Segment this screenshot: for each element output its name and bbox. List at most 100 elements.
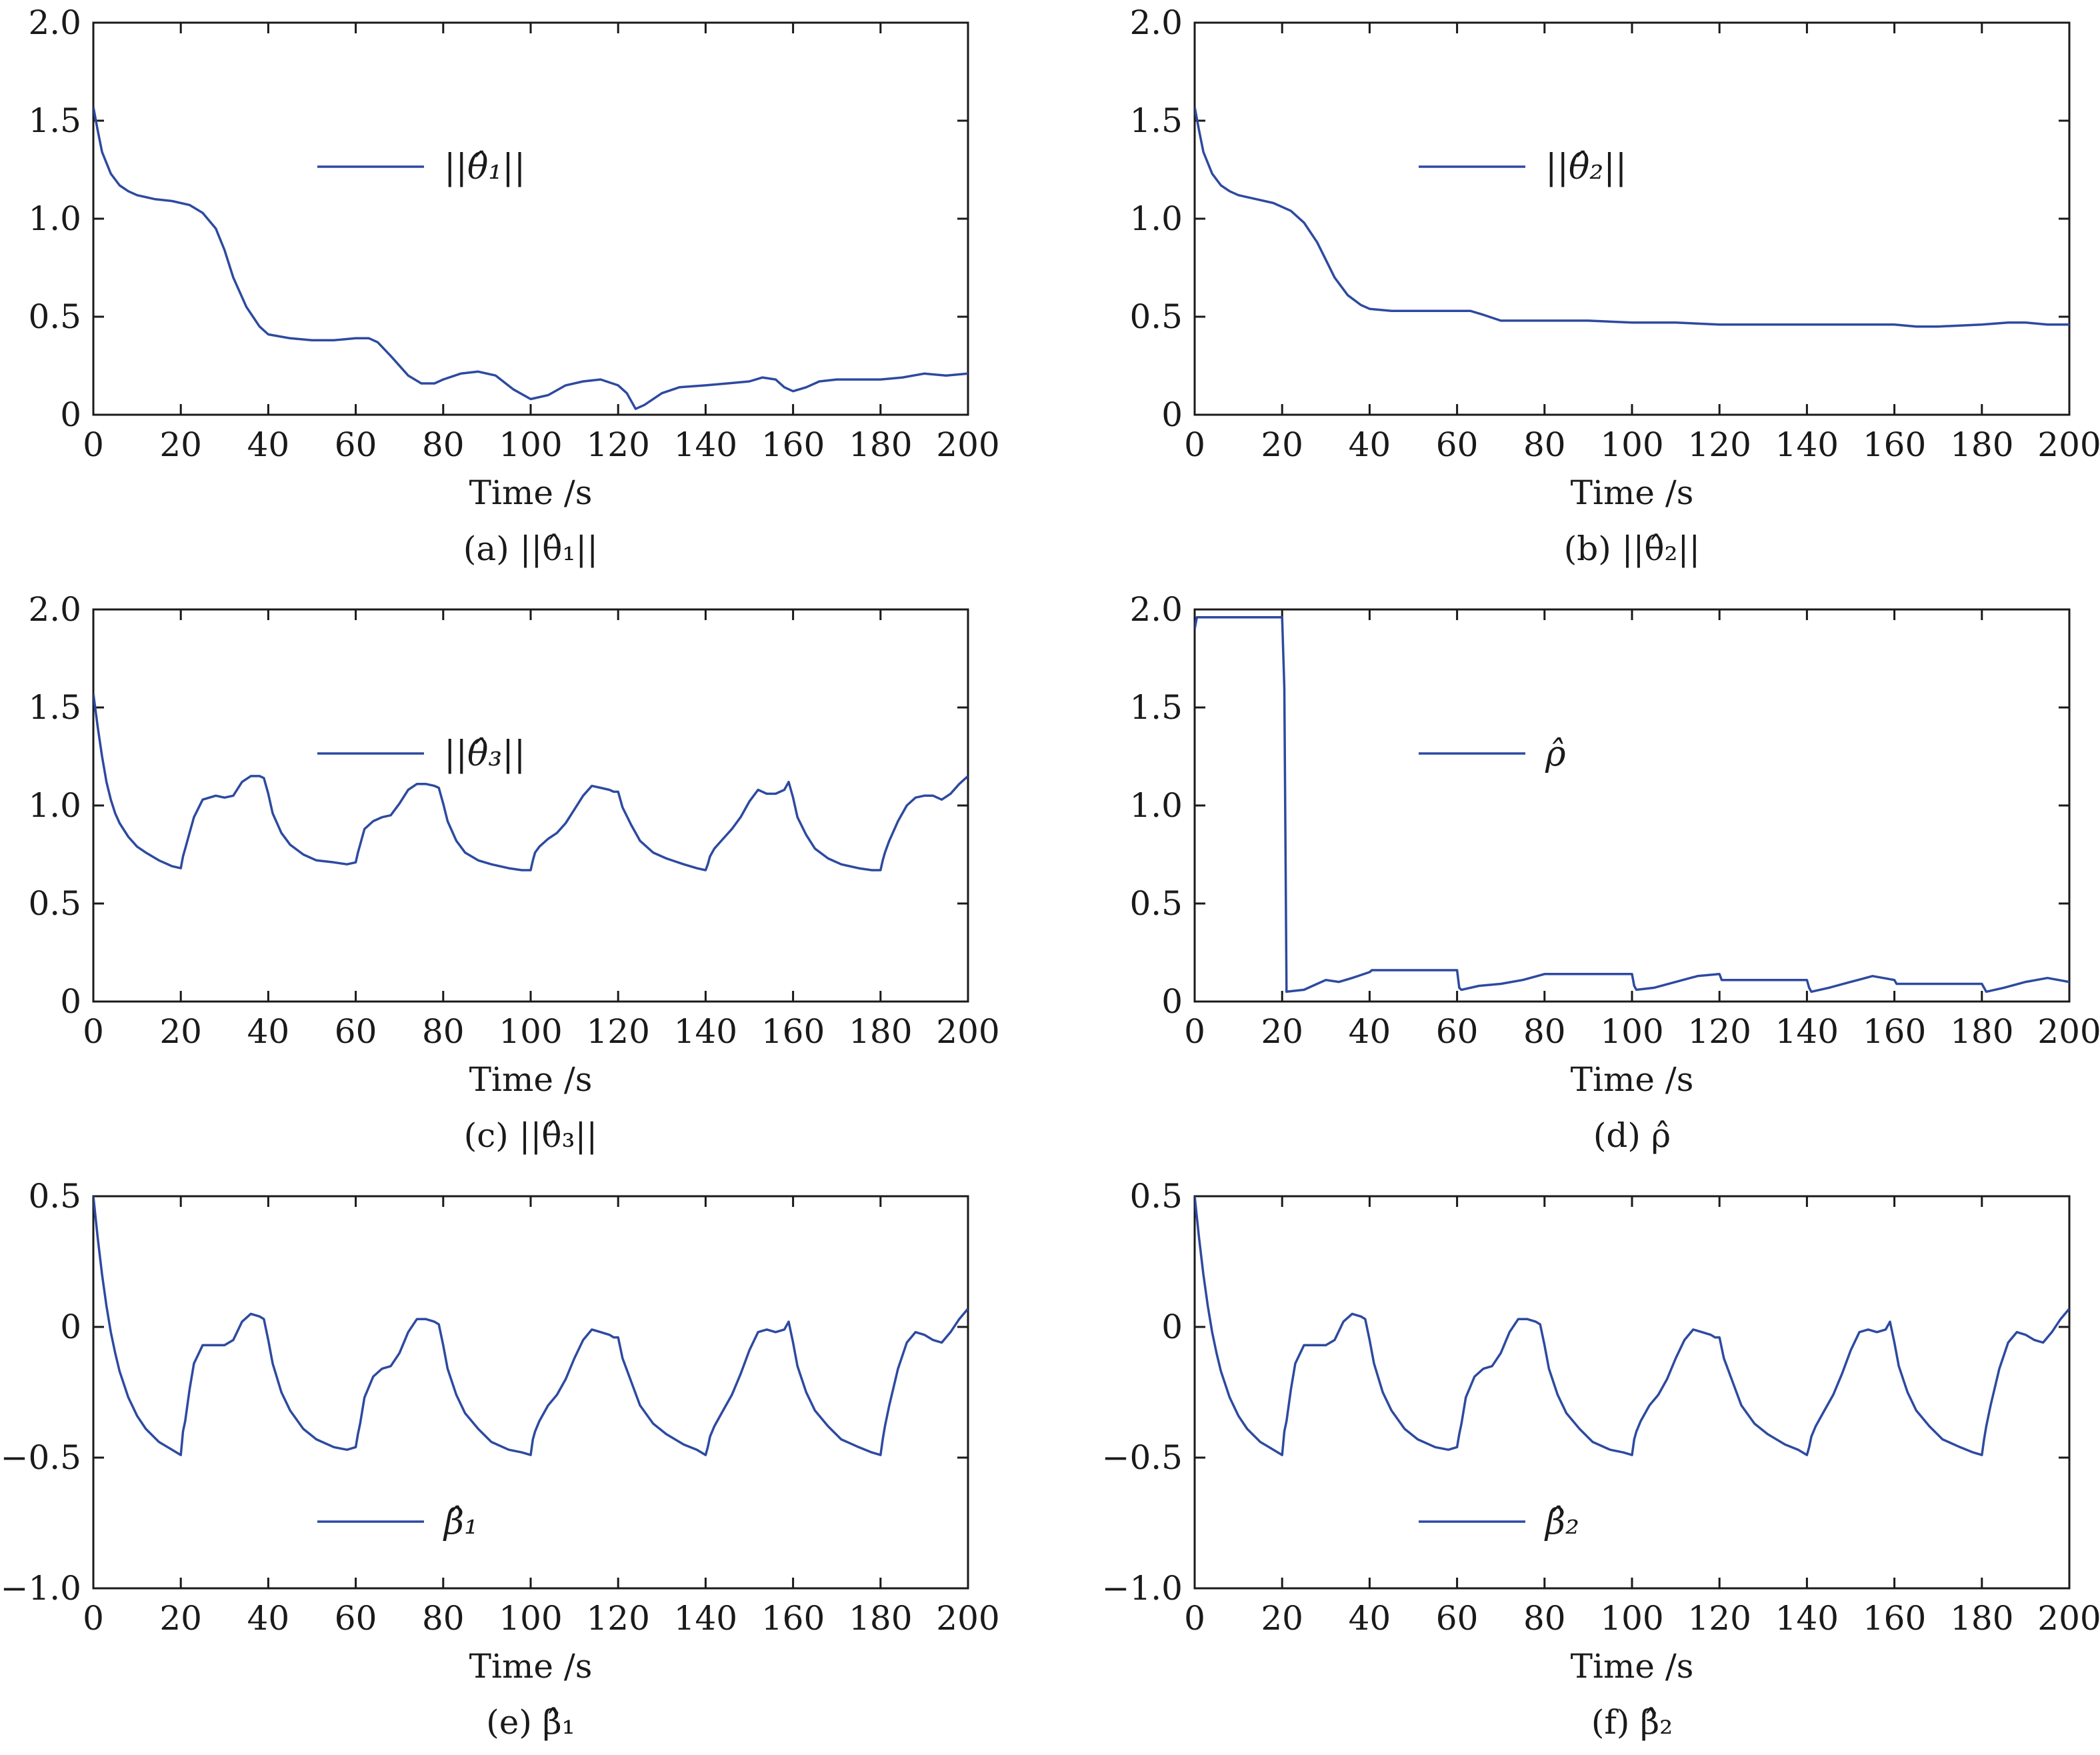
x-tick-label: 60 bbox=[1436, 1012, 1479, 1051]
panel-caption: (c) ||θ̂₃|| bbox=[464, 1116, 597, 1155]
y-tick-label: 0.5 bbox=[28, 1177, 81, 1216]
y-tick-label: 0.5 bbox=[1129, 884, 1183, 923]
x-tick-label: 60 bbox=[335, 1599, 377, 1638]
x-tick-label: 200 bbox=[2037, 1599, 2100, 1638]
x-tick-label: 200 bbox=[2037, 1012, 2100, 1051]
x-tick-label: 140 bbox=[674, 1599, 737, 1638]
chart-panel-0: 0 20 40 60 80 100 120 140 160 180 200 0 0.5 1.0 1.5 2.0… bbox=[28, 3, 999, 568]
chart-panel-2: 0 20 40 60 80 100 120 140 160 180 200 0 0.5 1.0 1.5 2.0… bbox=[28, 590, 999, 1155]
chart-panel-5: 0 20 40 60 80 100 120 140 160 180 200 −1.0 −0.5 0 0.5 T… bbox=[1102, 1177, 2100, 1742]
chart-panel-3: 0 20 40 60 80 100 120 140 160 180 200 0 0.5 1.0 1.5 2.0… bbox=[1129, 590, 2100, 1155]
legend-label: ||θ̂₂|| bbox=[1545, 147, 1627, 187]
x-axis-label: Time /s bbox=[469, 1060, 593, 1099]
series-line-0 bbox=[1195, 616, 2069, 994]
x-tick-label: 0 bbox=[1184, 1012, 1205, 1051]
y-tick-label: 1.0 bbox=[1129, 199, 1183, 238]
legend-label: ||θ̂₃|| bbox=[444, 734, 525, 774]
x-tick-label: 20 bbox=[1261, 1012, 1303, 1051]
x-tick-label: 40 bbox=[1349, 425, 1391, 464]
x-tick-label: 120 bbox=[586, 1012, 649, 1051]
x-axis-label: Time /s bbox=[1571, 1647, 1694, 1686]
x-tick-label: 120 bbox=[586, 425, 649, 464]
x-tick-label: 120 bbox=[1687, 425, 1751, 464]
x-tick-label: 20 bbox=[159, 1012, 202, 1051]
y-tick-label: −1.0 bbox=[1102, 1569, 1183, 1608]
series-line-0 bbox=[1195, 107, 2069, 328]
series-line-0 bbox=[93, 1196, 968, 1456]
chart-panel-1: 0 20 40 60 80 100 120 140 160 180 200 0 0.5 1.0 1.5 2.0… bbox=[1129, 3, 2100, 568]
x-tick-label: 80 bbox=[1523, 1012, 1566, 1051]
y-tick-label: 1.5 bbox=[1129, 101, 1183, 140]
chart-panel-4: 0 20 40 60 80 100 120 140 160 180 200 −1.0 −0.5 0 0.5 T… bbox=[1, 1177, 1000, 1742]
plot-frame bbox=[92, 1195, 969, 1590]
x-tick-label: 40 bbox=[247, 1599, 290, 1638]
y-tick-label: 1.0 bbox=[1129, 786, 1183, 825]
x-axis-label: Time /s bbox=[469, 473, 593, 512]
y-tick-label: 2.0 bbox=[28, 590, 81, 629]
x-tick-label: 20 bbox=[1261, 425, 1303, 464]
legend-label: ρ̂ bbox=[1545, 734, 1566, 774]
legend-label: ||θ̂₁|| bbox=[444, 147, 525, 187]
x-tick-label: 0 bbox=[83, 1012, 104, 1051]
y-tick-label: 0.5 bbox=[28, 297, 81, 336]
y-tick-label: 0 bbox=[1161, 395, 1183, 434]
x-tick-label: 40 bbox=[247, 1012, 290, 1051]
x-tick-label: 200 bbox=[936, 1599, 999, 1638]
x-tick-label: 0 bbox=[1184, 425, 1205, 464]
x-tick-label: 180 bbox=[1950, 1599, 2013, 1638]
x-tick-label: 140 bbox=[1775, 425, 1839, 464]
x-tick-label: 60 bbox=[335, 425, 377, 464]
x-tick-label: 100 bbox=[1600, 1599, 1663, 1638]
x-tick-label: 60 bbox=[335, 1012, 377, 1051]
x-tick-label: 180 bbox=[849, 1012, 912, 1051]
x-tick-label: 80 bbox=[422, 425, 465, 464]
y-tick-label: 0 bbox=[60, 982, 81, 1021]
y-tick-label: 1.0 bbox=[28, 199, 81, 238]
y-tick-label: 2.0 bbox=[28, 3, 81, 42]
x-axis-label: Time /s bbox=[1571, 1060, 1694, 1099]
x-tick-label: 20 bbox=[159, 1599, 202, 1638]
legend-label: β̂₂ bbox=[1544, 1502, 1579, 1542]
x-tick-label: 160 bbox=[761, 425, 825, 464]
y-tick-label: 2.0 bbox=[1129, 3, 1183, 42]
y-tick-label: −0.5 bbox=[1102, 1438, 1183, 1477]
y-tick-label: 1.0 bbox=[28, 786, 81, 825]
x-tick-label: 40 bbox=[247, 425, 290, 464]
x-axis-label: Time /s bbox=[469, 1647, 593, 1686]
x-tick-label: 140 bbox=[1775, 1599, 1839, 1638]
x-tick-label: 120 bbox=[586, 1599, 649, 1638]
x-tick-label: 60 bbox=[1436, 425, 1479, 464]
x-tick-label: 200 bbox=[2037, 425, 2100, 464]
x-tick-label: 100 bbox=[1600, 425, 1663, 464]
x-tick-label: 180 bbox=[849, 425, 912, 464]
x-tick-label: 180 bbox=[1950, 425, 2013, 464]
x-tick-label: 20 bbox=[159, 425, 202, 464]
y-tick-label: 1.5 bbox=[28, 101, 81, 140]
x-tick-label: 0 bbox=[83, 1599, 104, 1638]
y-tick-label: 0.5 bbox=[28, 884, 81, 923]
x-tick-label: 200 bbox=[936, 1012, 999, 1051]
x-tick-label: 180 bbox=[849, 1599, 912, 1638]
y-tick-label: 0.5 bbox=[1129, 297, 1183, 336]
x-tick-label: 40 bbox=[1349, 1599, 1391, 1638]
x-tick-label: 100 bbox=[499, 425, 562, 464]
y-tick-label: −1.0 bbox=[1, 1569, 81, 1608]
x-tick-label: 80 bbox=[422, 1599, 465, 1638]
panel-caption: (d) ρ̂ bbox=[1593, 1116, 1671, 1155]
panel-caption: (b) ||θ̂₂|| bbox=[1564, 529, 1700, 568]
x-tick-label: 0 bbox=[83, 425, 104, 464]
x-axis-label: Time /s bbox=[1571, 473, 1694, 512]
x-tick-label: 100 bbox=[499, 1012, 562, 1051]
x-tick-label: 80 bbox=[1523, 1599, 1566, 1638]
x-tick-label: 180 bbox=[1950, 1012, 2013, 1051]
y-tick-label: 0 bbox=[60, 395, 81, 434]
x-tick-label: 100 bbox=[1600, 1012, 1663, 1051]
series-line-0 bbox=[93, 107, 968, 410]
x-tick-label: 100 bbox=[499, 1599, 562, 1638]
x-tick-label: 140 bbox=[674, 425, 737, 464]
series-line-0 bbox=[93, 693, 968, 871]
plot-frame bbox=[1193, 1195, 2071, 1590]
plot-frame bbox=[92, 21, 969, 416]
x-tick-label: 160 bbox=[1863, 1599, 1926, 1638]
x-tick-label: 20 bbox=[1261, 1599, 1303, 1638]
